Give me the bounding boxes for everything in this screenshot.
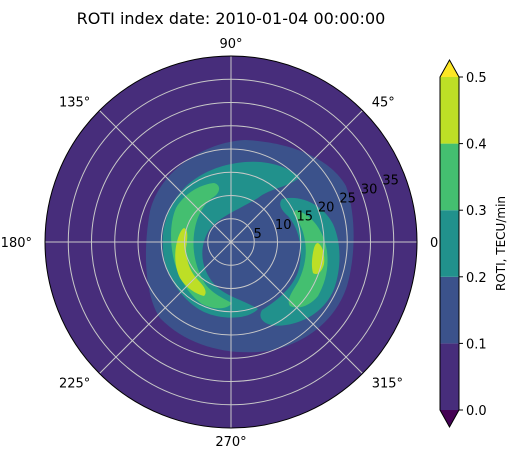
colorbar-tick-label: 0.3 (466, 204, 487, 219)
radial-tick-label: 35 (382, 174, 399, 189)
radial-tick-label: 30 (361, 183, 378, 198)
colorbar-tick-label: 0.2 (466, 271, 487, 286)
angle-gridline-135 (99, 110, 232, 243)
colorbar-tick-label: 0.4 (466, 138, 487, 153)
colorbar: 0.0 0.1 0.2 0.3 0.4 0.5 ROTI, TECU/min (439, 58, 508, 429)
radial-tick-label: 25 (339, 192, 356, 207)
radial-tick-labels: 5 10 15 20 25 30 35 (253, 174, 398, 242)
colorbar-ticks: 0.0 0.1 0.2 0.3 0.4 0.5 (459, 71, 487, 419)
colorbar-tick-label: 0.5 (466, 71, 487, 86)
radial-tick-label: 10 (275, 218, 292, 233)
colorbar-under-extension (440, 410, 459, 427)
angle-tick-label: 90° (219, 37, 242, 52)
chart-title: ROTI index date: 2010-01-04 00:00:00 (77, 9, 386, 28)
angle-tick-label: 135° (59, 95, 90, 110)
colorbar-segment (440, 276, 459, 344)
radial-tick-label: 20 (318, 200, 335, 215)
polar-outline (44, 55, 418, 429)
radial-tick-label: 5 (253, 227, 261, 242)
angle-tick-label: 45° (372, 95, 395, 110)
colorbar-tick-label: 0.1 (466, 337, 487, 352)
colorbar-tick-label: 0.0 (466, 404, 487, 419)
colorbar-label: ROTI, TECU/min (494, 196, 508, 291)
angle-gridline-315 (230, 241, 363, 374)
colorbar-segment (440, 143, 459, 211)
angle-tick-label: 270° (215, 435, 246, 450)
angle-tick-label: 180° (1, 236, 32, 251)
angle-tick-label: 315° (372, 377, 403, 392)
colorbar-segments (439, 58, 460, 429)
angle-tick-label: 225° (59, 377, 90, 392)
angle-gridline-225 (99, 241, 232, 374)
colorbar-over-extension (440, 60, 459, 77)
angular-gridlines (45, 56, 417, 428)
colorbar-segment (440, 77, 459, 144)
radial-tick-label: 15 (296, 209, 313, 224)
colorbar-segment (440, 343, 459, 410)
colorbar-segment (440, 210, 459, 277)
angle-gridline-45 (230, 110, 363, 243)
